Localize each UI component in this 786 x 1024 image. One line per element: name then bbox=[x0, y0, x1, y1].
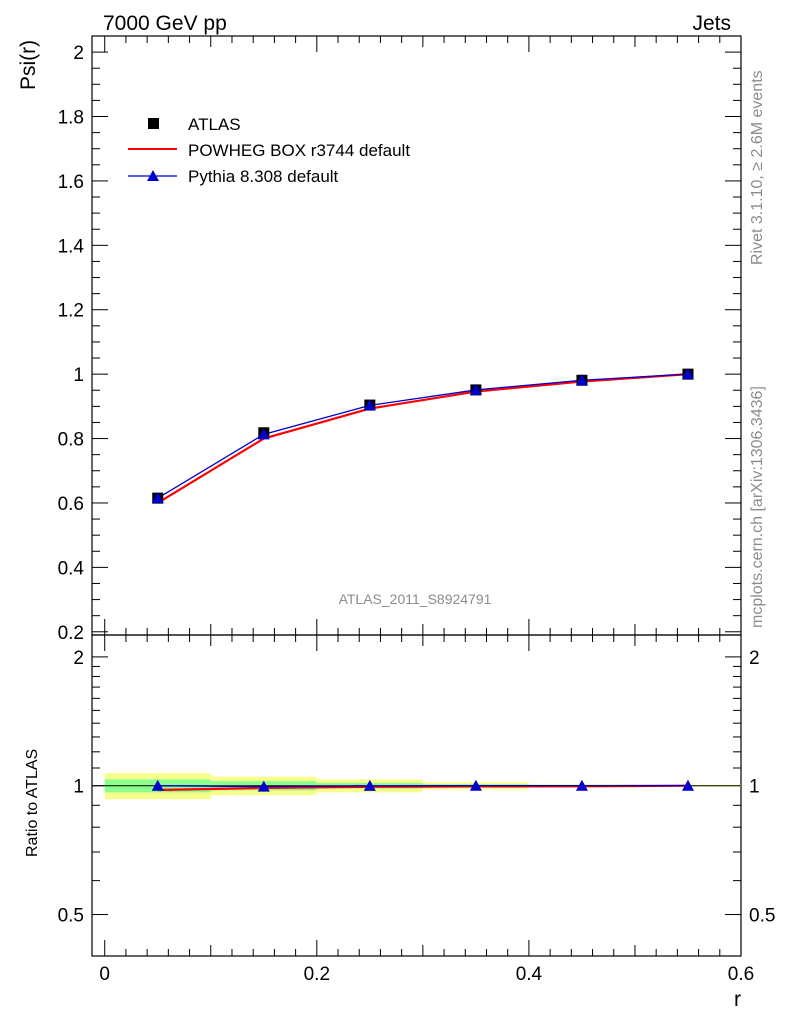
main-y-tick-label: 1.6 bbox=[58, 172, 84, 193]
x-axis: 0 0.2 0.4 0.6 bbox=[99, 36, 754, 985]
ratio-y-tick-label: 2 bbox=[73, 648, 84, 669]
legend-label-atlas: ATLAS bbox=[188, 115, 241, 134]
pythia-marker bbox=[681, 368, 694, 380]
main-y-axis-title: Psi(r) bbox=[17, 40, 40, 90]
x-axis-title: r bbox=[734, 988, 741, 1011]
main-y-tick-label: 0.6 bbox=[58, 494, 84, 515]
main-y-tick-label: 0.2 bbox=[58, 623, 84, 644]
header-energy-label: 7000 GeV pp bbox=[103, 12, 227, 35]
main-y-tick-label: 1.2 bbox=[58, 301, 84, 322]
legend-marker-pythia bbox=[147, 170, 159, 181]
x-tick-label: 0 bbox=[99, 964, 110, 985]
ratio-y-tick-label-right: 0.5 bbox=[749, 906, 775, 927]
ratio-pythia-marker bbox=[151, 779, 164, 791]
ratio-y-tick-label-right: 1 bbox=[749, 777, 760, 798]
main-y-tick-label: 1.4 bbox=[58, 236, 85, 257]
ratio-series-group bbox=[151, 779, 694, 792]
legend-marker-atlas bbox=[148, 118, 159, 129]
main-y-tick-label: 1 bbox=[73, 365, 84, 386]
ratio-pythia-marker bbox=[575, 779, 588, 791]
mcplots-label: mcplots.cern.ch [arXiv:1306.3436] bbox=[749, 386, 766, 628]
series-powheg-line bbox=[157, 373, 689, 504]
series-pythia-line bbox=[157, 373, 689, 499]
pythia-marker bbox=[363, 399, 376, 411]
main-series-group bbox=[151, 368, 694, 504]
header-process-label: Jets bbox=[692, 12, 731, 35]
legend-label-pythia: Pythia 8.308 default bbox=[188, 167, 339, 186]
pythia-marker bbox=[257, 428, 270, 440]
legend: ATLAS POWHEG BOX r3744 default Pythia 8.… bbox=[128, 115, 410, 186]
main-y-tick-label: 0.4 bbox=[58, 558, 85, 579]
main-y-tick-label: 0.8 bbox=[58, 430, 84, 451]
ratio-pythia-marker bbox=[469, 779, 482, 791]
analysis-watermark: ATLAS_2011_S8924791 bbox=[339, 591, 492, 607]
ratio-y-axis-title: Ratio to ATLAS bbox=[24, 749, 41, 857]
x-tick-label: 0.4 bbox=[516, 964, 543, 985]
ratio-pythia-marker bbox=[363, 779, 376, 791]
rivet-version-label: Rivet 3.1.10, ≥ 2.6M events bbox=[749, 70, 766, 265]
ratio-pythia-line bbox=[157, 785, 688, 788]
x-tick-label: 0.2 bbox=[304, 964, 330, 985]
pythia-marker bbox=[469, 383, 482, 395]
ratio-y-tick-label: 1 bbox=[73, 777, 84, 798]
ratio-panel-frame bbox=[91, 634, 742, 957]
pythia-marker bbox=[575, 374, 588, 386]
main-y-tick-label: 1.8 bbox=[58, 108, 84, 129]
ratio-pythia-marker bbox=[257, 780, 270, 792]
legend-label-powheg: POWHEG BOX r3744 default bbox=[188, 141, 410, 160]
ratio-y-tick-label: 0.5 bbox=[58, 906, 84, 927]
pythia-marker bbox=[151, 492, 164, 504]
ratio-pythia-marker bbox=[681, 779, 694, 791]
main-y-tick-label: 2 bbox=[73, 43, 84, 64]
x-tick-label: 0.6 bbox=[728, 964, 754, 985]
ratio-y-tick-label-right: 2 bbox=[749, 648, 760, 669]
main-y-axis: 0.2 0.4 0.6 0.8 1 1.2 1.4 1.6 1.8 2 bbox=[58, 43, 741, 644]
